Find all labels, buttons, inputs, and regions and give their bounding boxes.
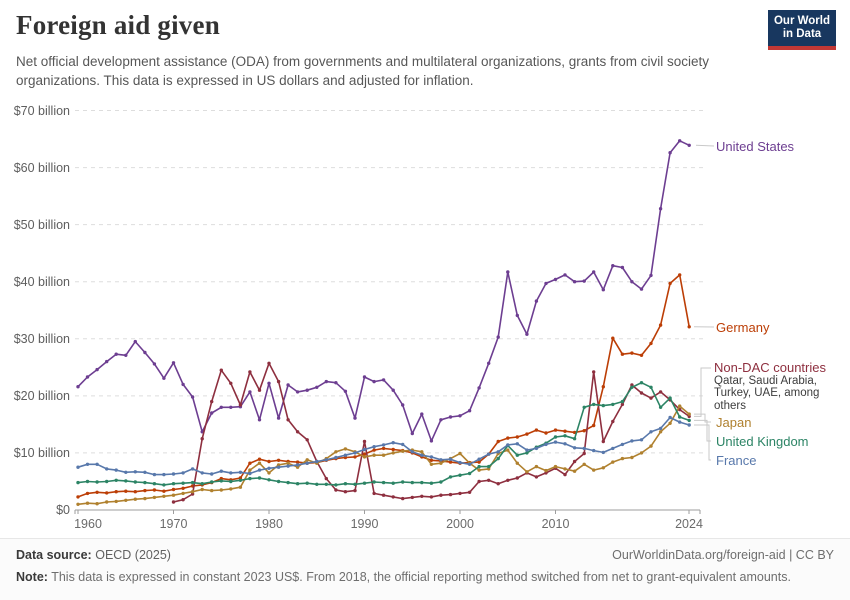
- owid-logo-line1: Our World: [773, 14, 830, 27]
- x-tick-1960: 1960: [74, 517, 102, 531]
- series-label-united-states[interactable]: United States: [716, 139, 795, 154]
- y-tick-60: $60 billion: [14, 161, 70, 175]
- series-lines: [76, 139, 691, 506]
- series-label-non-dac-title: Non-DAC countries: [714, 360, 826, 375]
- x-tick-1990: 1990: [351, 517, 379, 531]
- owid-logo-box: Our World in Data: [768, 10, 836, 46]
- series-united-states[interactable]: [76, 139, 691, 443]
- data-source-value: OECD (2025): [95, 548, 171, 562]
- x-tick-2010: 2010: [542, 517, 570, 531]
- series-united-kingdom[interactable]: [76, 381, 691, 487]
- page-subtitle: Net official development assistance (ODA…: [16, 54, 710, 89]
- y-tick-30: $30 billion: [14, 332, 70, 346]
- y-tick-70: $70 billion: [14, 104, 70, 118]
- y-tick-50: $50 billion: [14, 218, 70, 232]
- gridlines: [75, 110, 703, 454]
- note-text: This data is expressed in constant 2023 …: [51, 570, 791, 584]
- x-tick-1970: 1970: [160, 517, 188, 531]
- note-line: Note: This data is expressed in constant…: [16, 570, 834, 584]
- data-source-label: Data source:: [16, 548, 92, 562]
- owid-logo-redbar: [768, 46, 836, 50]
- series-label-united-kingdom[interactable]: United Kingdom: [716, 434, 809, 449]
- series-label-non-dac[interactable]: Non-DAC countries Qatar, Saudi Arabia, T…: [714, 360, 826, 412]
- x-tick-2000: 2000: [446, 517, 474, 531]
- note-label: Note:: [16, 570, 48, 584]
- x-axis: 1960 1970 1980 1990 2000 2010 2024: [74, 509, 703, 531]
- owid-logo[interactable]: Our World in Data: [768, 10, 836, 50]
- x-tick-2024: 2024: [675, 517, 703, 531]
- series-non-dac-countries[interactable]: [171, 361, 691, 504]
- series-label-non-dac-sublabel: Qatar, Saudi Arabia, Turkey, UAE, among …: [714, 375, 820, 412]
- data-source-line: Data source: OECD (2025): [16, 548, 171, 562]
- y-tick-20: $20 billion: [14, 389, 70, 403]
- license-link[interactable]: OurWorldinData.org/foreign-aid | CC BY: [612, 548, 834, 562]
- chart-footer: Data source: OECD (2025) OurWorldinData.…: [0, 538, 850, 600]
- chart-canvas: $0 $10 billion $20 billion $30 billion $…: [14, 104, 715, 531]
- y-tick-0: $0: [56, 503, 70, 517]
- label-leader-lines: [693, 144, 715, 461]
- x-axis-labels: 1960 1970 1980 1990 2000 2010 2024: [74, 517, 703, 531]
- y-axis-labels: $0 $10 billion $20 billion $30 billion $…: [14, 104, 70, 517]
- y-tick-40: $40 billion: [14, 275, 70, 289]
- series-germany[interactable]: [76, 273, 691, 499]
- owid-logo-line2: in Data: [782, 28, 822, 40]
- x-tick-1980: 1980: [255, 517, 283, 531]
- y-tick-10: $10 billion: [14, 446, 70, 460]
- series-label-japan[interactable]: Japan: [716, 415, 752, 430]
- series-label-france[interactable]: France: [716, 453, 757, 468]
- series-france[interactable]: [76, 415, 691, 477]
- page-title: Foreign aid given: [16, 10, 220, 40]
- series-label-germany[interactable]: Germany: [716, 320, 770, 335]
